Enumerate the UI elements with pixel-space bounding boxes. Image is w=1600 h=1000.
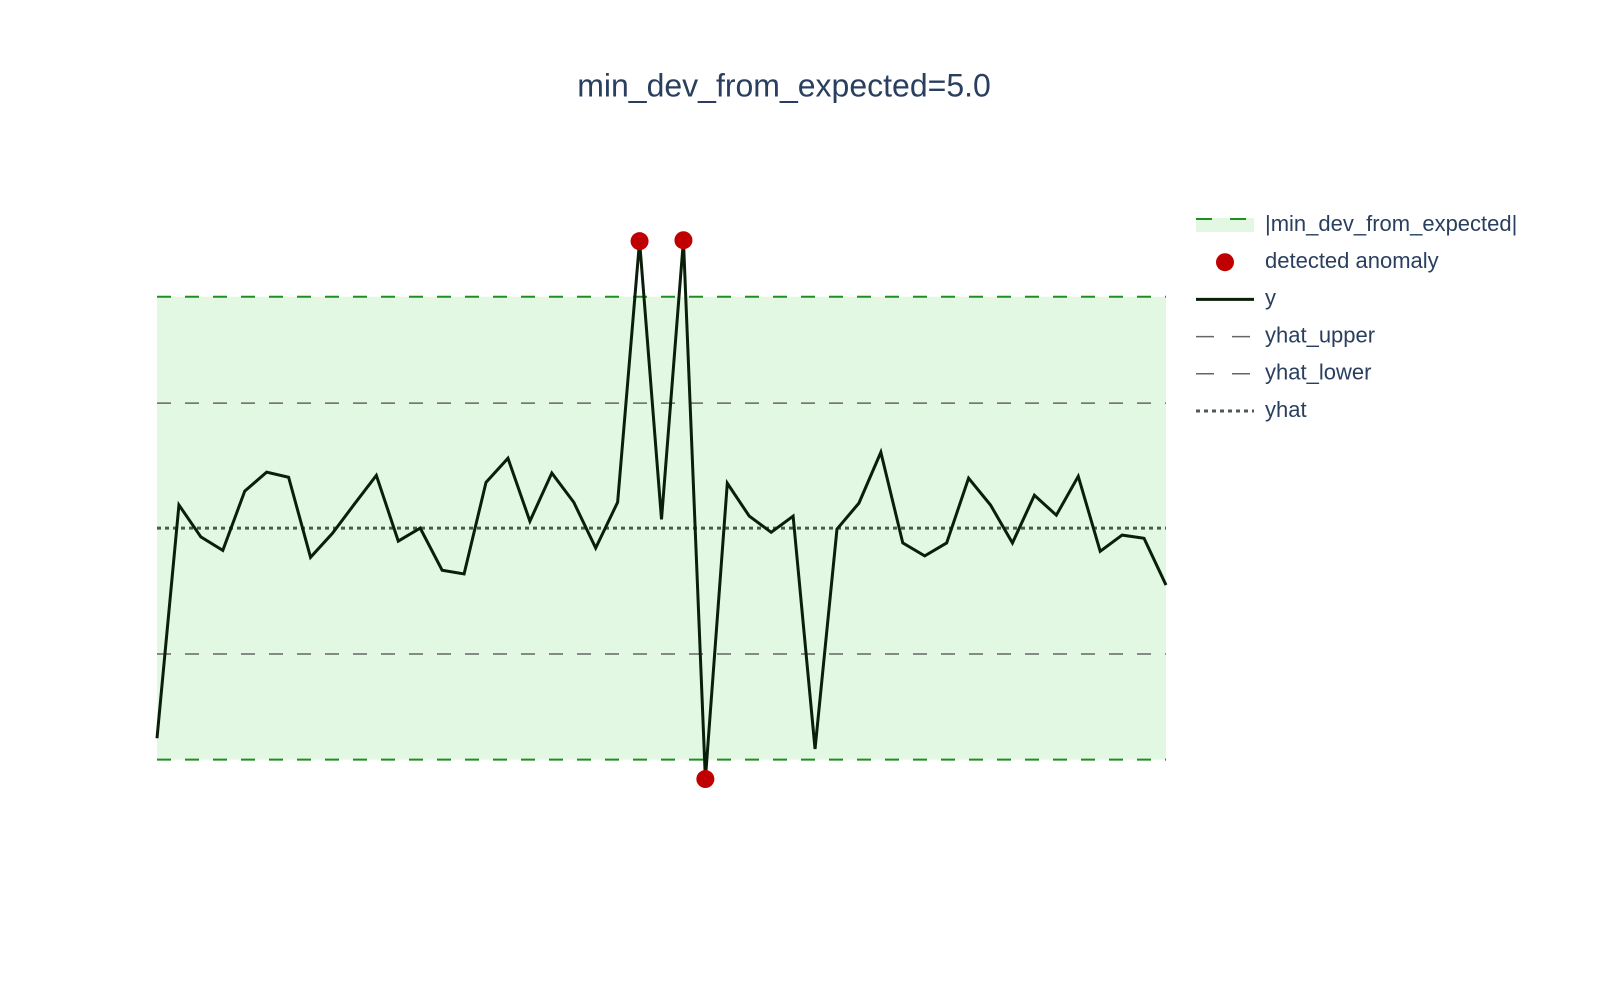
legend-swatch — [1196, 218, 1254, 232]
y-line — [155, 240, 1168, 780]
chart-title: min_dev_from_expected=5.0 — [577, 67, 991, 103]
legend-label: detected anomaly — [1265, 248, 1439, 273]
legend-label: yhat — [1265, 397, 1307, 422]
legend-label: yhat_upper — [1265, 322, 1375, 347]
legend-label: yhat_lower — [1265, 360, 1371, 385]
anomaly-marker — [696, 770, 715, 789]
legend-label: |min_dev_from_expected| — [1265, 211, 1517, 236]
anomaly-marker — [630, 232, 649, 251]
anomaly-marker — [674, 231, 693, 250]
legend-swatch — [1216, 253, 1234, 272]
legend-label: y — [1265, 285, 1276, 310]
